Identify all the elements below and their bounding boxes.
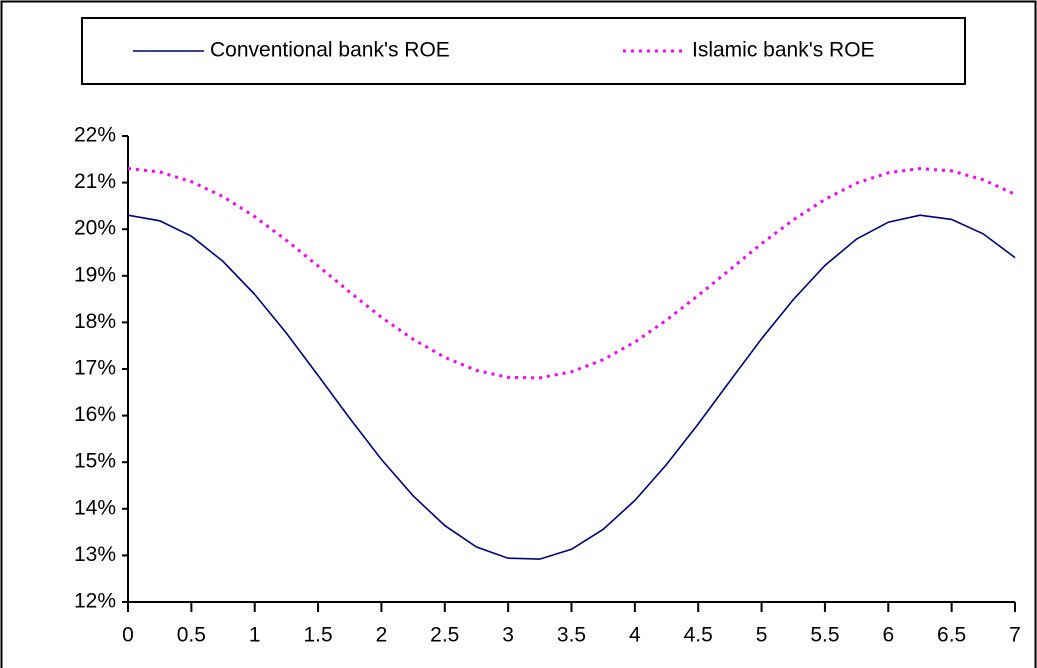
x-tick-label: 4 (629, 624, 641, 647)
x-tick-label: 3.5 (557, 624, 586, 647)
y-tick-label: 19% (74, 263, 116, 286)
y-tick-label: 12% (74, 590, 116, 613)
legend-label: Islamic bank's ROE (692, 39, 875, 62)
legend-label: Conventional bank's ROE (210, 39, 450, 62)
x-tick-label: 6.5 (937, 624, 966, 647)
x-tick-label: 4.5 (684, 624, 713, 647)
x-tick-label: 1 (249, 624, 261, 647)
x-tick-label: 2 (376, 624, 388, 647)
x-tick-label: 6 (882, 624, 894, 647)
y-tick-label: 21% (74, 170, 116, 193)
y-tick-label: 17% (74, 357, 116, 380)
x-tick-label: 5 (756, 624, 768, 647)
x-tick-label: 0.5 (177, 624, 206, 647)
legend-box (81, 17, 966, 85)
y-tick-label: 22% (74, 124, 116, 147)
y-tick-label: 14% (74, 496, 116, 519)
y-tick-label: 20% (74, 217, 116, 240)
x-tick-label: 5.5 (810, 624, 839, 647)
x-tick-label: 3 (502, 624, 514, 647)
y-tick-label: 18% (74, 310, 116, 333)
x-tick-label: 2.5 (430, 624, 459, 647)
x-tick-label: 7 (1009, 624, 1021, 647)
series-line (127, 167, 1016, 380)
y-tick-label: 16% (74, 403, 116, 426)
y-tick-label: 13% (74, 543, 116, 566)
y-tick-label: 15% (74, 450, 116, 473)
x-tick-label: 0 (122, 624, 134, 647)
x-tick-label: 1.5 (303, 624, 332, 647)
series-line (127, 214, 1016, 560)
